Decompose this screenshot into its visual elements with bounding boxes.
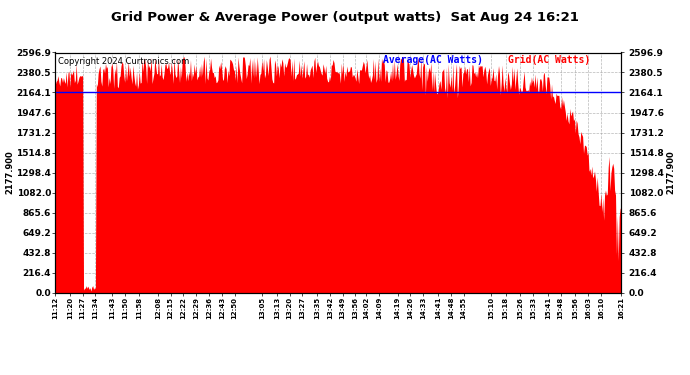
Text: Grid Power & Average Power (output watts)  Sat Aug 24 16:21: Grid Power & Average Power (output watts… xyxy=(111,11,579,24)
Text: Average(AC Watts): Average(AC Watts) xyxy=(384,55,495,65)
Text: Grid(AC Watts): Grid(AC Watts) xyxy=(508,55,590,65)
Y-axis label: 2177.900: 2177.900 xyxy=(6,151,14,194)
Text: Copyright 2024 Curtronics.com: Copyright 2024 Curtronics.com xyxy=(58,57,189,66)
Y-axis label: 2177.900: 2177.900 xyxy=(667,151,676,194)
